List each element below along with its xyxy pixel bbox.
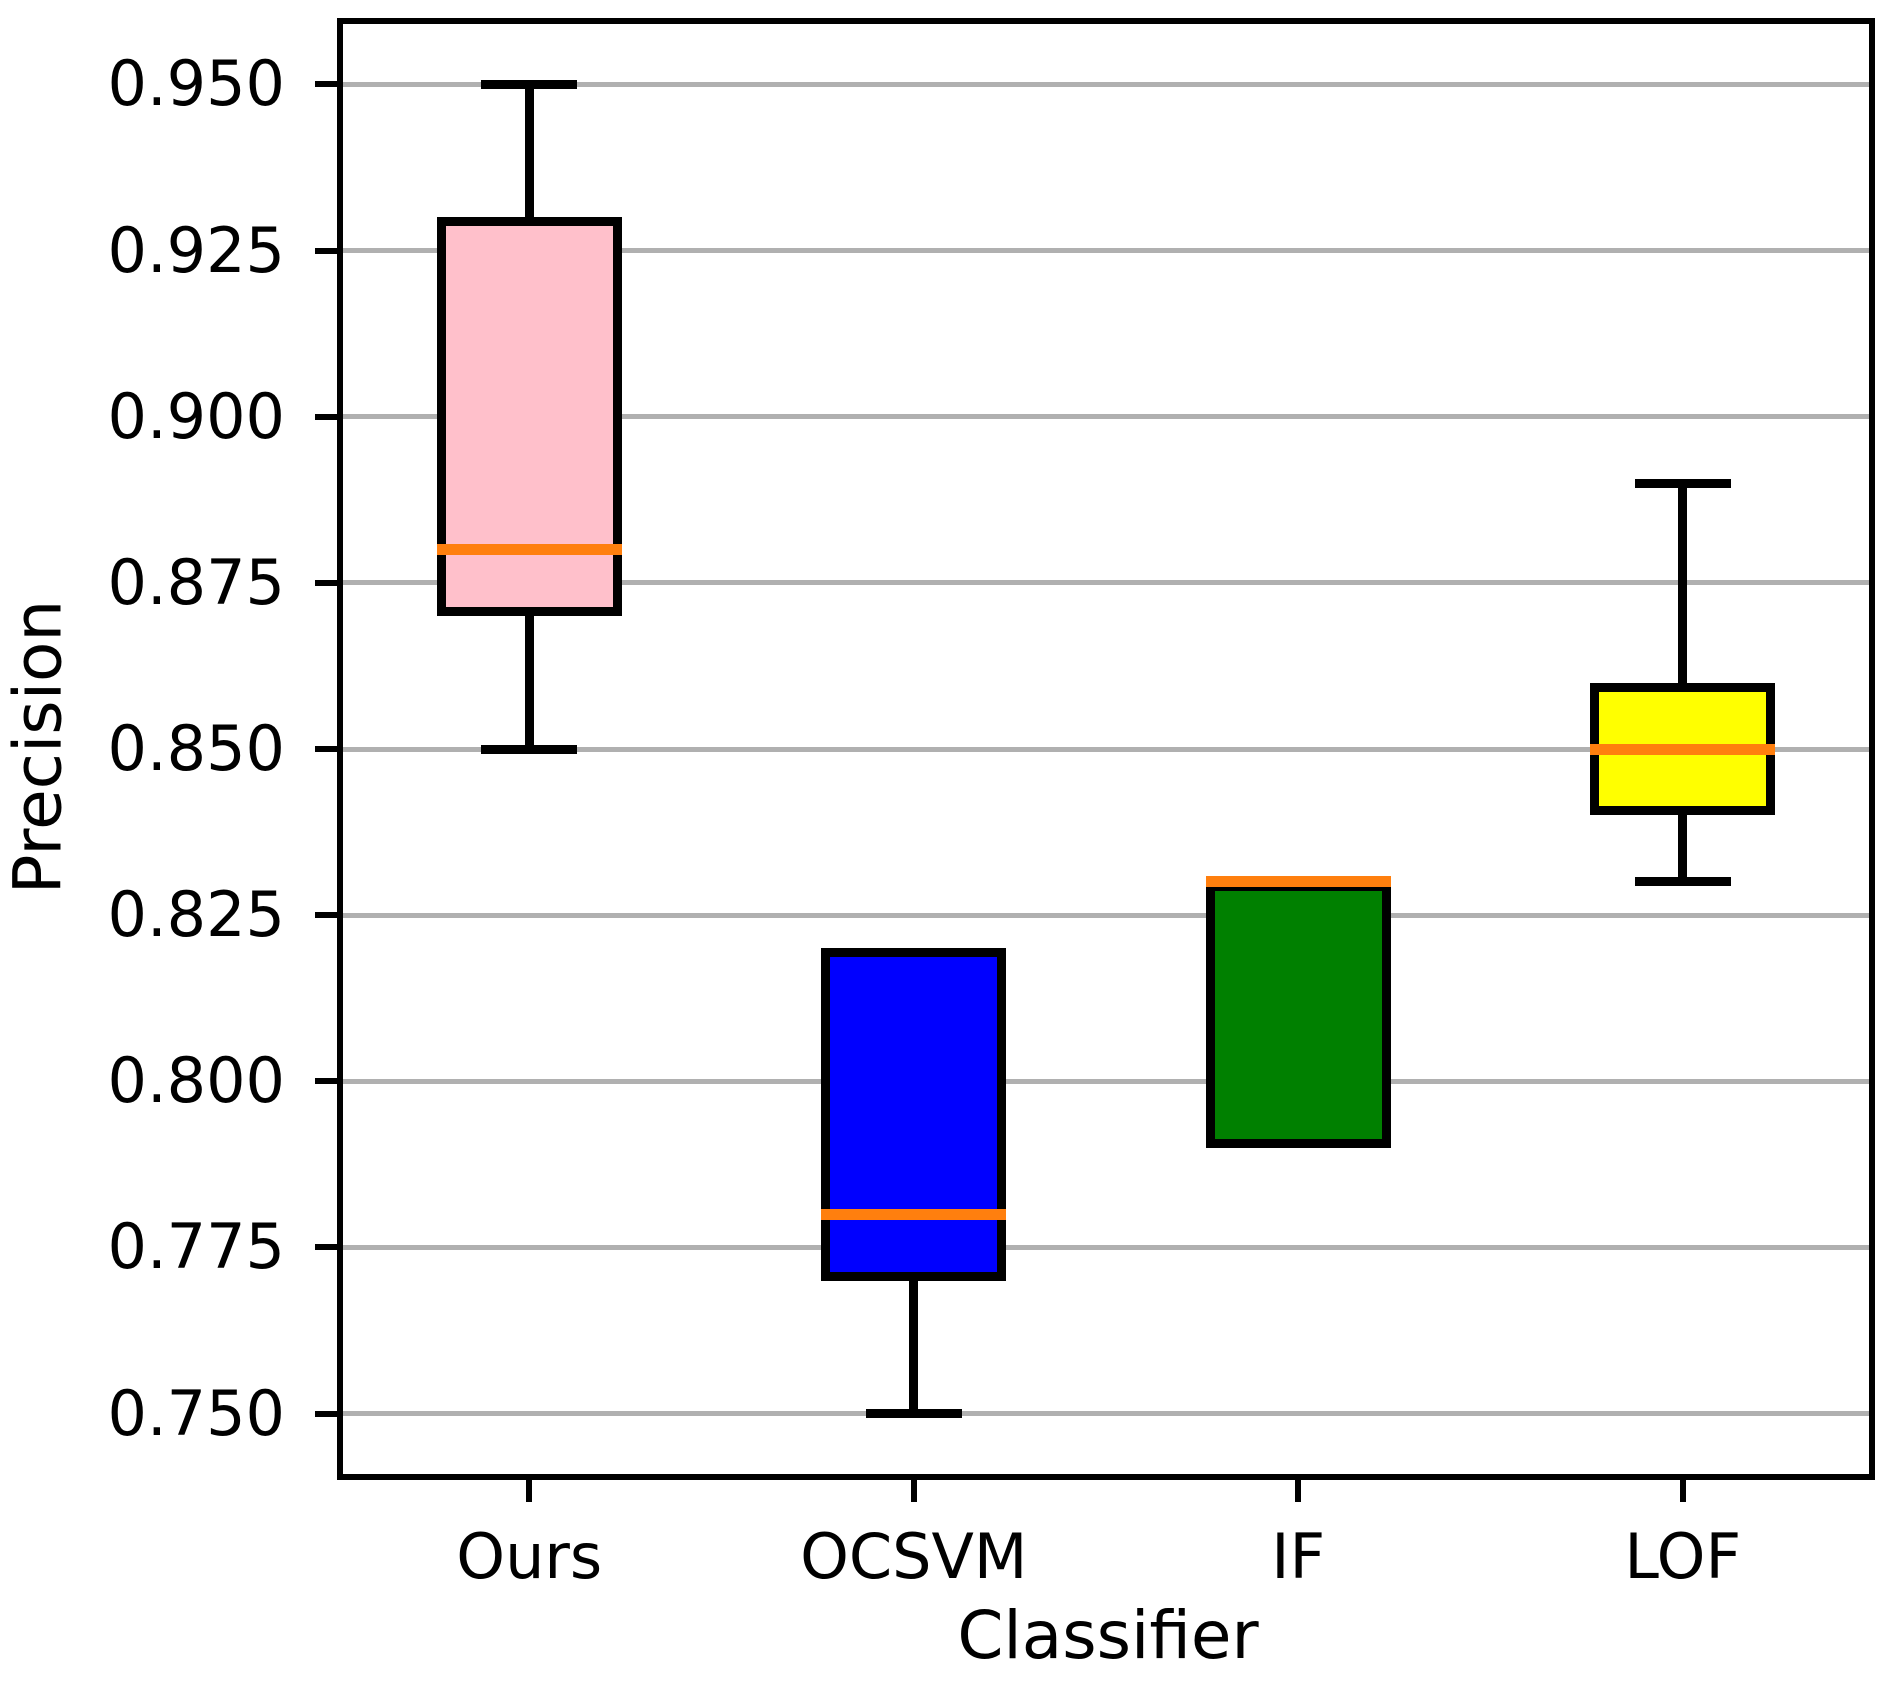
y-tick-mark: [315, 746, 337, 752]
y-axis-title: Precision: [0, 599, 77, 895]
x-tick-mark: [1295, 1480, 1302, 1502]
whisker-upper-lof: [1678, 483, 1688, 683]
plot-area: [337, 18, 1875, 1480]
x-tick-label-ours: Ours: [456, 1520, 603, 1593]
y-gridline: [343, 81, 1869, 87]
x-tick-label-ocsvm: OCSVM: [800, 1520, 1028, 1593]
y-gridline: [343, 580, 1869, 586]
y-gridline: [343, 1411, 1869, 1417]
y-tick-label: 0.775: [107, 1210, 286, 1284]
y-tick-mark: [315, 1244, 337, 1251]
y-gridline: [343, 1244, 1869, 1250]
y-tick-mark: [315, 1410, 337, 1417]
whisker-lower-ours: [524, 616, 534, 749]
y-tick-mark: [315, 579, 337, 586]
y-gridline: [343, 414, 1869, 420]
y-tick-label: 0.750: [107, 1376, 286, 1450]
y-tick-mark: [315, 413, 337, 420]
whisker-lower-ocsvm: [909, 1280, 919, 1414]
median-if: [1205, 876, 1391, 888]
median-lof: [1590, 743, 1776, 755]
box-ours: [436, 217, 622, 617]
whisker-cap-lower-ours: [481, 744, 578, 754]
y-tick-label: 0.850: [107, 712, 286, 785]
y-tick-mark: [315, 247, 337, 254]
x-tick-label-if: IF: [1271, 1520, 1326, 1593]
y-gridline: [343, 1078, 1869, 1084]
y-tick-label: 0.875: [107, 545, 286, 619]
whisker-cap-upper-ours: [481, 79, 578, 89]
x-tick-label-lof: LOF: [1624, 1520, 1742, 1593]
x-axis-title: Classifier: [957, 1597, 1259, 1674]
whisker-upper-ours: [524, 84, 534, 218]
x-tick-mark: [526, 1480, 533, 1502]
y-tick-label: 0.950: [107, 47, 286, 121]
y-tick-label: 0.800: [107, 1044, 286, 1118]
whisker-cap-lower-ocsvm: [865, 1409, 962, 1419]
y-tick-label: 0.825: [107, 878, 286, 952]
median-ocsvm: [821, 1208, 1007, 1220]
whisker-cap-upper-lof: [1634, 478, 1731, 488]
y-gridline: [343, 248, 1869, 254]
whisker-lower-lof: [1678, 815, 1688, 882]
y-tick-label: 0.925: [107, 213, 286, 287]
y-gridline: [343, 746, 1869, 752]
y-gridline: [343, 912, 1869, 918]
box-ocsvm: [821, 948, 1007, 1281]
x-tick-mark: [1679, 1480, 1686, 1502]
x-tick-mark: [910, 1480, 917, 1502]
y-tick-label: 0.900: [107, 379, 286, 453]
box-if: [1205, 881, 1391, 1148]
median-ours: [436, 544, 622, 556]
y-tick-mark: [315, 1078, 337, 1085]
whisker-cap-lower-lof: [1634, 877, 1731, 887]
y-tick-mark: [315, 81, 337, 88]
y-tick-mark: [315, 912, 337, 919]
